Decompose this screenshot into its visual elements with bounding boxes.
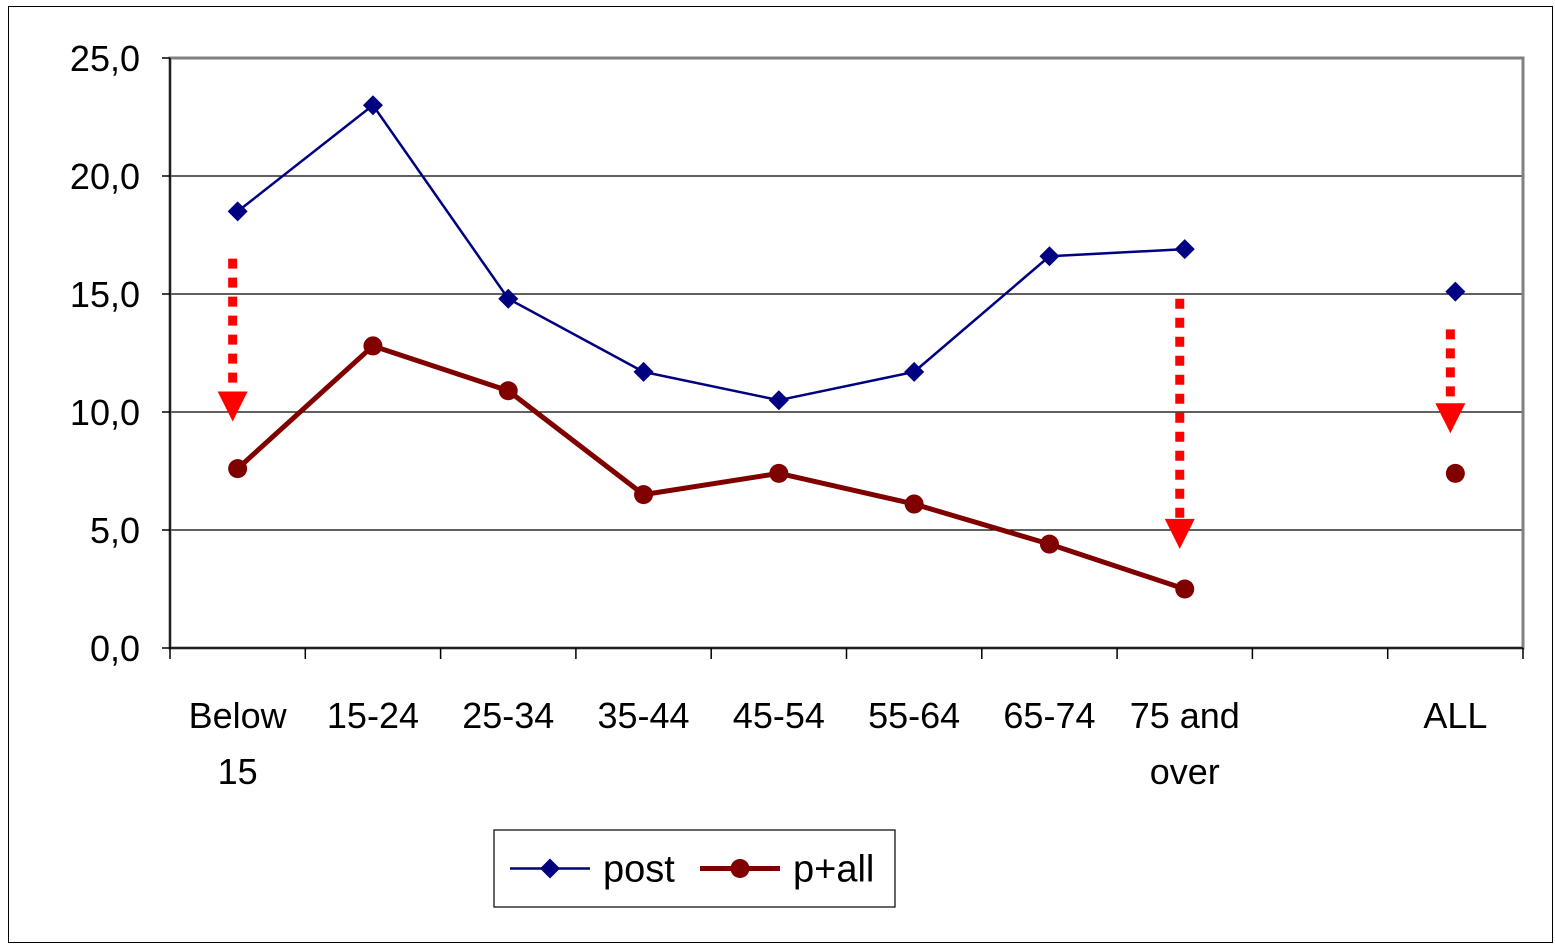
x-tick-label-line: 15 bbox=[218, 751, 258, 792]
series-segment bbox=[235, 344, 375, 471]
y-tick-label: 5,0 bbox=[90, 510, 140, 551]
arrow-head bbox=[217, 391, 248, 422]
data-point-p-all bbox=[634, 485, 654, 505]
data-point-post bbox=[904, 361, 925, 382]
data-point-p-all bbox=[1445, 463, 1465, 483]
series-segment bbox=[507, 297, 645, 373]
x-tick-label: 25-34 bbox=[462, 695, 554, 736]
x-tick-label-line: 75 and bbox=[1130, 695, 1240, 736]
legend-marker-p-all bbox=[730, 859, 750, 878]
data-point-post bbox=[227, 201, 248, 222]
x-tick-label-line: 25-34 bbox=[462, 695, 554, 736]
x-tick-label: 65-74 bbox=[1003, 695, 1095, 736]
series-segment bbox=[778, 370, 915, 402]
data-point-post bbox=[633, 361, 654, 382]
x-tick-label: 15-24 bbox=[327, 695, 419, 736]
arrow-head bbox=[1435, 403, 1466, 434]
y-tick-label: 20,0 bbox=[70, 156, 140, 197]
series-segment bbox=[236, 104, 374, 213]
data-point-p-all bbox=[1175, 579, 1195, 599]
dashed-arrow bbox=[1435, 329, 1466, 434]
series-segment bbox=[372, 343, 510, 394]
series-post bbox=[227, 95, 1466, 411]
series-segment bbox=[643, 470, 780, 498]
series-segment bbox=[1049, 247, 1185, 258]
data-point-p-all bbox=[228, 459, 248, 479]
data-point-p-all bbox=[1039, 534, 1059, 554]
data-point-post bbox=[1445, 281, 1466, 302]
data-point-p-all bbox=[363, 336, 383, 356]
x-tick-label: 75 and over bbox=[1130, 695, 1240, 792]
x-tick-label-line: 45-54 bbox=[733, 695, 825, 736]
data-point-p-all bbox=[904, 494, 924, 514]
x-tick-label: 55-64 bbox=[868, 695, 960, 736]
legend-marker-post bbox=[540, 858, 560, 879]
y-tick-label: 0,0 bbox=[90, 628, 140, 669]
data-point-post bbox=[362, 95, 383, 116]
data-point-p-all bbox=[769, 463, 789, 483]
series-p-all bbox=[228, 336, 1465, 599]
legend-label-p-all: p+all bbox=[793, 849, 874, 891]
legend-label-post: post bbox=[603, 849, 675, 891]
y-tick-label: 15,0 bbox=[70, 274, 140, 315]
annotation-layer bbox=[217, 258, 1466, 549]
series-segment bbox=[913, 255, 1051, 373]
x-tick-label-line: 65-74 bbox=[1003, 695, 1095, 736]
legend: post p+all bbox=[493, 829, 896, 908]
x-tick-label-line: 55-64 bbox=[868, 695, 960, 736]
series-segment bbox=[643, 370, 780, 402]
x-tick-label: Below 15 bbox=[189, 695, 288, 792]
x-tick-label: 45-54 bbox=[733, 695, 825, 736]
series-segment bbox=[371, 104, 510, 300]
x-tick-label-line: 35-44 bbox=[598, 695, 690, 736]
x-tick-label-line: ALL bbox=[1423, 695, 1487, 736]
x-tick-label: ALL bbox=[1423, 695, 1487, 736]
y-tick-label: 10,0 bbox=[70, 392, 140, 433]
dashed-arrow bbox=[217, 258, 248, 422]
y-tick-labels: 0,0 5,0 10,0 15,0 20,0 25,0 bbox=[70, 38, 140, 669]
series-segment bbox=[1048, 541, 1186, 592]
x-tick-label-line: Below bbox=[189, 695, 288, 736]
x-tick-label-line: over bbox=[1150, 751, 1220, 792]
data-point-post bbox=[1174, 239, 1195, 260]
x-tick-label: 35-44 bbox=[598, 695, 690, 736]
x-tick-label-line: 15-24 bbox=[327, 695, 419, 736]
dashed-arrow bbox=[1164, 298, 1195, 549]
axes bbox=[162, 57, 1524, 659]
data-point-post bbox=[1039, 246, 1060, 267]
series-layer bbox=[227, 95, 1466, 599]
series-segment bbox=[778, 470, 915, 507]
series-segment bbox=[913, 501, 1051, 547]
arrow-head bbox=[1164, 518, 1195, 549]
data-point-p-all bbox=[498, 381, 518, 401]
gridlines bbox=[170, 57, 1523, 531]
data-point-post bbox=[498, 288, 519, 309]
series-segment bbox=[506, 388, 646, 497]
y-tick-label: 25,0 bbox=[70, 38, 140, 79]
x-tick-labels: Below 15 15-24 25-34 35-44 45-54 55-64 65-74 75 … bbox=[189, 695, 1488, 792]
data-point-post bbox=[768, 390, 789, 411]
